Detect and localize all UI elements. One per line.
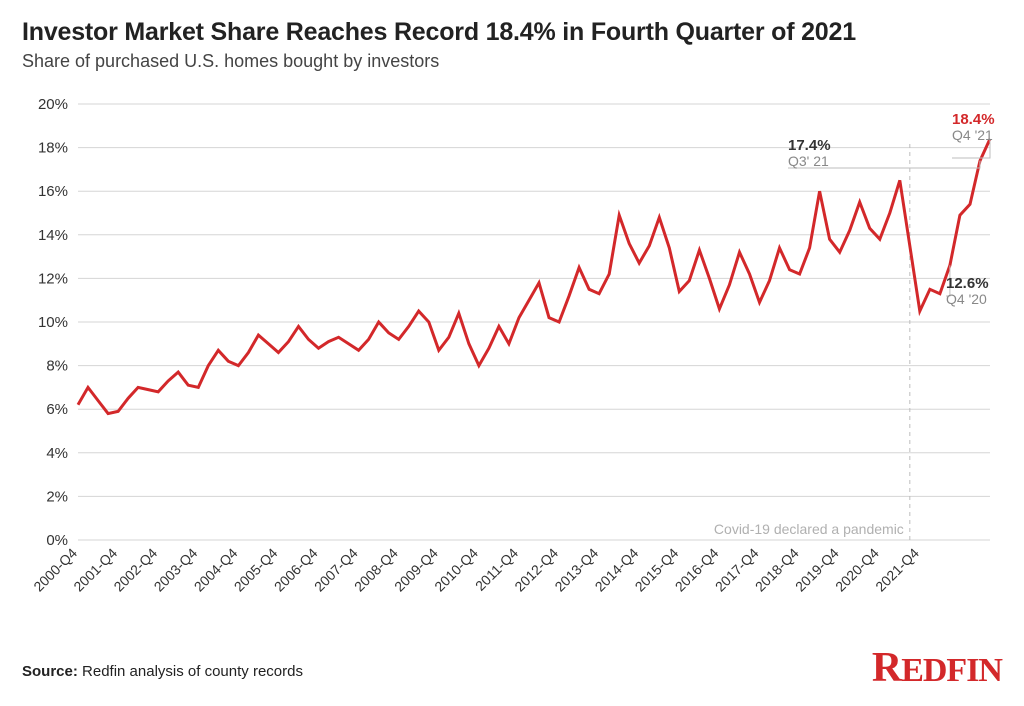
annotation-subtext: Q4 '21 <box>952 127 993 143</box>
x-axis-label: 2001-Q4 <box>70 545 120 595</box>
x-axis-label: 2014-Q4 <box>592 545 642 595</box>
x-axis-label: 2004-Q4 <box>191 545 241 595</box>
x-axis-label: 2008-Q4 <box>351 545 401 595</box>
y-axis-label: 18% <box>38 140 68 157</box>
x-axis-label: 2003-Q4 <box>151 545 201 595</box>
x-axis-label: 2015-Q4 <box>632 545 682 595</box>
x-axis-labels: 2000-Q42001-Q42002-Q42003-Q42004-Q42005-… <box>30 545 922 595</box>
x-axis-label: 2009-Q4 <box>391 545 441 595</box>
x-axis-label: 2017-Q4 <box>712 545 762 595</box>
x-axis-label: 2007-Q4 <box>311 545 361 595</box>
y-axis-label: 4% <box>46 445 68 462</box>
y-axis-label: 20% <box>38 96 68 113</box>
line-chart-svg: 0% 2% 4% 6% 8% 10% 12% 14% 16% 18% 20% Covid-19 dec… <box>22 90 1002 610</box>
x-axis-label: 2002-Q4 <box>110 545 160 595</box>
annotation-value: 12.6% <box>946 275 989 292</box>
data-series <box>78 139 990 414</box>
chart-plot-area: 0% 2% 4% 6% 8% 10% 12% 14% 16% 18% 20% Covid-19 dec… <box>22 90 1002 610</box>
source-caption: Source: Redfin analysis of county record… <box>22 663 303 680</box>
chart-title: Investor Market Share Reaches Record 18.… <box>22 18 1002 47</box>
logo-text: REDFIN <box>872 645 1002 691</box>
x-axis-label: 2012-Q4 <box>511 545 561 595</box>
x-axis-label: 2010-Q4 <box>431 545 481 595</box>
pandemic-label: Covid-19 declared a pandemic <box>714 521 904 537</box>
annotation: 17.4%Q3' 21 <box>788 137 831 169</box>
annotation: 18.4%Q4 '21 <box>952 111 995 143</box>
x-axis-label: 2019-Q4 <box>792 545 842 595</box>
redfin-logo: REDFIN <box>872 644 1002 692</box>
gridlines <box>78 104 990 540</box>
annotation-value: 17.4% <box>788 137 831 154</box>
y-axis-label: 14% <box>38 227 68 244</box>
y-axis-label: 2% <box>46 488 68 505</box>
source-text: Redfin analysis of county records <box>82 663 303 680</box>
chart-subtitle: Share of purchased U.S. homes bought by … <box>22 51 1002 72</box>
x-axis-label: 2006-Q4 <box>271 545 321 595</box>
y-axis-label: 8% <box>46 358 68 375</box>
y-axis-label: 12% <box>38 270 68 287</box>
y-axis-label: 0% <box>46 532 68 549</box>
x-axis-label: 2016-Q4 <box>672 545 722 595</box>
y-axis-label: 10% <box>38 314 68 331</box>
x-axis-label: 2021-Q4 <box>872 545 922 595</box>
annotation-value: 18.4% <box>952 111 995 128</box>
annotation: 12.6%Q4 '20 <box>946 275 989 307</box>
x-axis-label: 2005-Q4 <box>231 545 281 595</box>
x-axis-label: 2020-Q4 <box>832 545 882 595</box>
x-axis-label: 2000-Q4 <box>30 545 80 595</box>
annotation-subtext: Q4 '20 <box>946 291 987 307</box>
annotation-subtext: Q3' 21 <box>788 153 829 169</box>
y-axis-label: 16% <box>38 183 68 200</box>
chart-container: Investor Market Share Reaches Record 18.… <box>0 0 1024 706</box>
source-label: Source: <box>22 663 78 680</box>
x-axis-label: 2013-Q4 <box>551 545 601 595</box>
y-axis-label: 6% <box>46 401 68 418</box>
